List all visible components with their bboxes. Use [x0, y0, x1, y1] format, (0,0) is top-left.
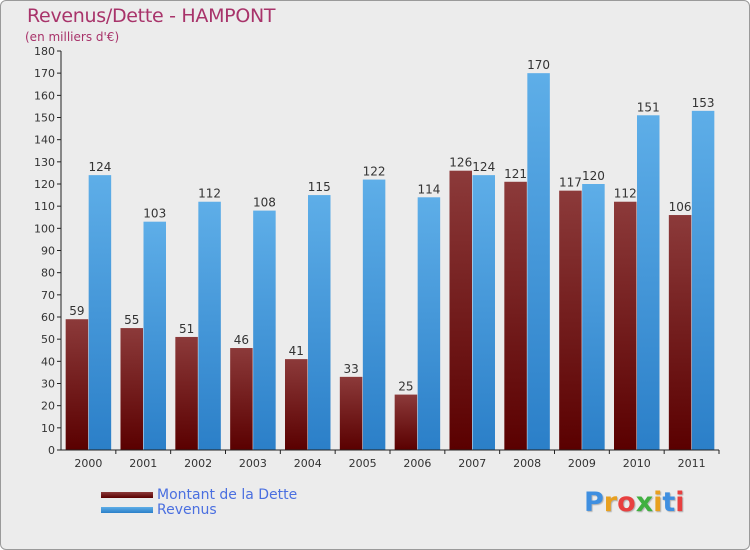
bar-dette-2008 [504, 181, 527, 451]
y-tick-label: 60 [41, 311, 55, 324]
bar-revenus-2008 [527, 73, 550, 451]
legend-swatch-revenus [101, 506, 153, 513]
bar-dette-2007 [449, 170, 472, 450]
data-label-revenus-2000: 124 [88, 160, 111, 174]
x-tick-label-2008: 2008 [513, 457, 541, 470]
y-tick-label: 110 [34, 200, 55, 213]
bar-revenus-2011 [691, 110, 715, 450]
bar-dette-2005 [339, 376, 363, 450]
bar-dette-2004 [285, 359, 308, 450]
x-tick-label-2009: 2009 [568, 457, 596, 470]
x-tick-label-2010: 2010 [623, 457, 651, 470]
logo-letter: o [617, 487, 636, 518]
bar-revenus-2004 [308, 195, 331, 450]
legend: Montant de la Dette Revenus [101, 486, 298, 518]
x-tick-label-2004: 2004 [294, 457, 322, 470]
y-tick-label: 170 [34, 67, 55, 80]
data-label-dette-2009: 117 [559, 176, 582, 190]
data-label-revenus-2005: 122 [363, 165, 386, 179]
x-tick-label-2003: 2003 [239, 457, 267, 470]
data-label-revenus-2008: 170 [527, 58, 550, 72]
data-label-dette-2010: 112 [614, 187, 637, 201]
y-tick-label: 40 [41, 355, 55, 368]
logo-letter: r [603, 487, 618, 518]
bar-revenus-2003 [253, 210, 276, 450]
legend-item-revenus: Revenus [101, 501, 297, 518]
y-tick-label: 90 [41, 245, 55, 258]
y-tick-label: 180 [34, 45, 55, 58]
legend-swatch-dette [101, 491, 153, 498]
legend-label-dette: Montant de la Dette [157, 486, 298, 503]
bar-revenus-2000 [88, 175, 112, 450]
y-tick-label: 150 [34, 112, 55, 125]
y-tick-label: 130 [34, 156, 55, 169]
data-label-dette-2008: 121 [504, 167, 527, 181]
bar-dette-2001 [120, 328, 143, 450]
data-label-revenus-2003: 108 [253, 196, 276, 210]
data-label-dette-2004: 41 [289, 344, 304, 358]
proxiti-logo: Proxiti [584, 487, 685, 518]
bar-revenus-2001 [143, 221, 166, 450]
bar-revenus-2010 [637, 115, 660, 451]
data-label-revenus-2011: 153 [692, 96, 715, 110]
logo-letter: t [662, 487, 676, 518]
y-tick-label: 70 [41, 289, 55, 302]
bar-dette-2002 [175, 336, 198, 450]
x-tick-label-2006: 2006 [403, 457, 431, 470]
x-tick-label-2002: 2002 [184, 457, 212, 470]
data-label-dette-2001: 55 [124, 313, 139, 327]
bar-revenus-2005 [362, 179, 386, 451]
x-tick-label-2001: 2001 [129, 457, 157, 470]
data-label-dette-2005: 33 [343, 362, 358, 376]
y-tick-label: 30 [41, 378, 55, 391]
x-tick-label-2005: 2005 [349, 457, 377, 470]
data-label-revenus-2010: 151 [637, 100, 660, 114]
data-label-revenus-2004: 115 [308, 180, 331, 194]
data-label-dette-2003: 46 [234, 333, 249, 347]
data-label-revenus-2001: 103 [143, 207, 166, 221]
bar-dette-2011 [668, 215, 692, 450]
bar-revenus-2006 [417, 197, 441, 450]
bar-dette-2000 [65, 319, 89, 450]
bar-dette-2003 [230, 348, 253, 450]
y-tick-label: 10 [41, 422, 55, 435]
data-label-revenus-2006: 114 [417, 182, 440, 196]
data-label-revenus-2002: 112 [198, 187, 221, 201]
x-tick-label-2000: 2000 [74, 457, 102, 470]
bar-revenus-2002 [198, 201, 221, 450]
y-tick-label: 50 [41, 333, 55, 346]
bar-revenus-2007 [472, 175, 495, 450]
y-tick-label: 100 [34, 222, 55, 235]
y-tick-label: 120 [34, 178, 55, 191]
legend-item-dette: Montant de la Dette [101, 486, 298, 503]
data-label-revenus-2007: 124 [472, 160, 495, 174]
y-tick-label: 20 [41, 400, 55, 413]
x-tick-label-2011: 2011 [678, 457, 706, 470]
logo-letter: P [584, 487, 604, 518]
bar-dette-2006 [394, 394, 418, 450]
bar-dette-2010 [614, 201, 637, 450]
logo-letter: i [653, 487, 663, 518]
logo-letter: i [675, 487, 685, 518]
chart-title: Revenus/Dette - HAMPONT [27, 5, 276, 27]
y-tick-label: 80 [41, 267, 55, 280]
y-tick-label: 0 [48, 444, 55, 457]
data-label-dette-2002: 51 [179, 322, 194, 336]
y-tick-label: 140 [34, 134, 55, 147]
data-label-dette-2000: 59 [69, 304, 84, 318]
legend-label-revenus: Revenus [157, 501, 217, 518]
x-tick-label-2007: 2007 [458, 457, 486, 470]
chart-subtitle: (en milliers d'€) [25, 30, 120, 44]
y-tick-label: 160 [34, 89, 55, 102]
data-label-dette-2006: 25 [398, 380, 413, 394]
bar-dette-2009 [559, 190, 582, 450]
data-label-revenus-2009: 120 [582, 169, 605, 183]
data-label-dette-2011: 106 [669, 200, 692, 214]
data-label-dette-2007: 126 [449, 156, 472, 170]
bar-revenus-2009 [582, 184, 605, 450]
logo-letter: x [635, 487, 654, 518]
